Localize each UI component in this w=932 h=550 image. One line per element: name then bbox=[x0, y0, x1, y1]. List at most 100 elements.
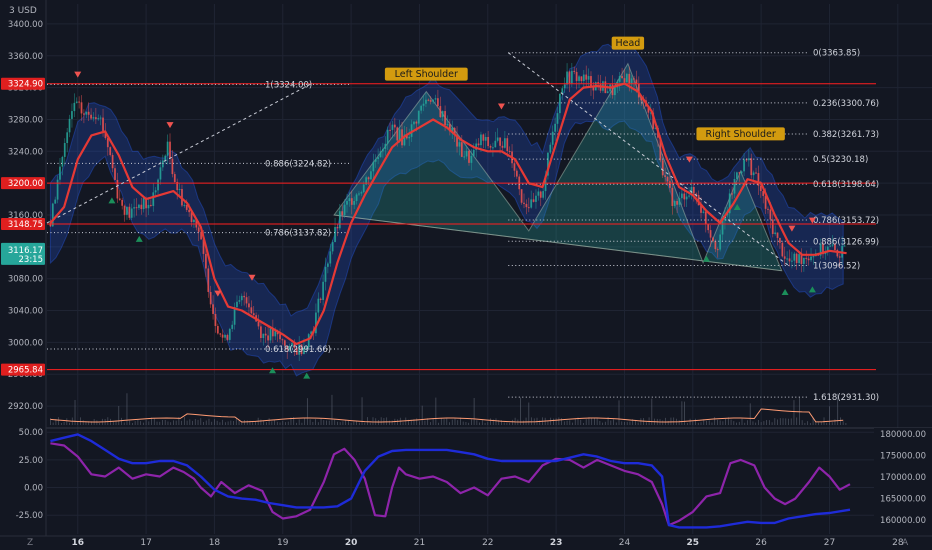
candle-body bbox=[484, 136, 487, 141]
candle-body bbox=[336, 226, 339, 229]
pattern-label-text: Right Shoulder bbox=[705, 129, 775, 140]
price-axis[interactable]: 3400.003360.003320.003280.003240.003200.… bbox=[1, 20, 45, 412]
candle-body bbox=[267, 335, 269, 341]
time-axis[interactable] bbox=[0, 536, 932, 550]
time-axis-ticks: 16 17 18 19 20 21 22 23 24 25 26 27 28 bbox=[71, 538, 903, 548]
candle-body bbox=[197, 227, 200, 232]
candle-body bbox=[126, 206, 128, 215]
fib-retracements[interactable]: 1(3324.00) 0.886(3224.82) 0.786(3137.82) 0.… bbox=[46, 49, 879, 403]
moving-average bbox=[49, 82, 847, 346]
candle-body bbox=[288, 345, 291, 350]
osc-right-tick-label: 175000.00 bbox=[880, 452, 926, 462]
pattern-label-box[interactable] bbox=[696, 127, 785, 141]
fib-level-label: 0.618(3198.64) bbox=[813, 180, 879, 190]
candle-body bbox=[279, 334, 281, 340]
fib-trend-line[interactable] bbox=[507, 52, 789, 266]
candle-body bbox=[90, 114, 92, 119]
price-level-tag[interactable] bbox=[1, 77, 45, 90]
candle-body bbox=[372, 161, 375, 172]
zoom-z-icon[interactable]: Z bbox=[27, 538, 33, 548]
candle-body bbox=[791, 260, 793, 262]
candle-body bbox=[640, 97, 643, 101]
candle-body bbox=[408, 136, 411, 139]
time-tick-label: 16 bbox=[71, 538, 84, 548]
candle-body bbox=[535, 195, 537, 202]
candle-body bbox=[269, 328, 272, 341]
candle-body bbox=[264, 333, 267, 336]
candle-body bbox=[807, 258, 810, 261]
candle-body bbox=[128, 206, 131, 218]
candle-body bbox=[68, 118, 71, 133]
candle-body bbox=[66, 132, 69, 144]
candle-body bbox=[214, 313, 217, 327]
candle-body bbox=[492, 147, 494, 149]
candle-body bbox=[355, 194, 358, 202]
candle-body bbox=[585, 74, 588, 80]
candle-body bbox=[140, 204, 143, 210]
pattern-label-box[interactable] bbox=[611, 36, 645, 50]
candle-body bbox=[310, 331, 313, 335]
time-tick-label: 20 bbox=[345, 538, 358, 548]
fib-level-label: 0.786(3137.82) bbox=[265, 229, 331, 239]
left-price-scale[interactable] bbox=[0, 0, 46, 550]
time-tick-label: 19 bbox=[277, 538, 289, 548]
candle-body bbox=[637, 83, 640, 98]
candle-body bbox=[204, 253, 207, 269]
candle-body bbox=[245, 297, 248, 304]
fib-level-label: 0(3363.85) bbox=[813, 49, 860, 59]
candle-body bbox=[307, 334, 310, 348]
candle-body bbox=[59, 166, 61, 180]
candle-body bbox=[159, 167, 162, 180]
price-level-tag[interactable] bbox=[1, 363, 45, 376]
candle-body bbox=[661, 160, 664, 176]
right-osc-scale[interactable] bbox=[874, 428, 932, 536]
candle-body bbox=[721, 220, 724, 235]
oscillator-axis[interactable]: 50.00 25.00 0.00 -25.00 180000.00 175000.00 17… bbox=[16, 428, 926, 526]
candle-body bbox=[403, 134, 406, 146]
candle-body bbox=[133, 207, 136, 209]
candle-body bbox=[671, 187, 674, 206]
candle-body bbox=[147, 204, 150, 209]
candle-body bbox=[298, 344, 301, 355]
candle-body bbox=[386, 129, 389, 144]
candle-body bbox=[771, 219, 774, 234]
candle-body bbox=[102, 117, 104, 132]
pattern-label-box[interactable] bbox=[384, 67, 468, 81]
candle-body bbox=[781, 242, 784, 257]
price-level-tag[interactable] bbox=[1, 217, 45, 230]
current-price-tag[interactable] bbox=[1, 242, 45, 265]
candle-body bbox=[56, 179, 59, 200]
candle-body bbox=[243, 295, 246, 298]
candle-body bbox=[810, 256, 812, 261]
candle-body bbox=[346, 201, 348, 205]
candle-body bbox=[556, 113, 559, 124]
candle-body bbox=[475, 143, 478, 150]
candle-body bbox=[654, 127, 657, 129]
horizontal-levels[interactable] bbox=[47, 83, 876, 371]
price-level-tag-text: 3200.00 bbox=[8, 179, 43, 189]
candle-body bbox=[54, 199, 57, 204]
candle-body bbox=[487, 136, 490, 147]
candle-body bbox=[513, 163, 516, 171]
candle-body bbox=[231, 324, 234, 329]
candle-body bbox=[417, 110, 420, 124]
candle-body bbox=[547, 152, 549, 176]
candle-body bbox=[683, 193, 686, 200]
sell-signal-marker bbox=[808, 217, 816, 224]
candle-body bbox=[446, 124, 449, 126]
auto-scale-icon[interactable]: A bbox=[902, 538, 909, 548]
candle-body bbox=[286, 345, 289, 350]
candle-body bbox=[250, 307, 253, 314]
fib-trend-line[interactable] bbox=[46, 83, 311, 224]
candle-body bbox=[73, 102, 76, 112]
candle-body bbox=[453, 127, 456, 136]
candle-body bbox=[216, 326, 219, 334]
price-tick-label: 3040.00 bbox=[8, 307, 43, 317]
pattern-labels[interactable]: Left Shoulder Head Right Shoulder bbox=[384, 36, 785, 141]
candle-body bbox=[649, 112, 652, 114]
time-tick-label: 21 bbox=[414, 538, 425, 548]
price-level-tag[interactable] bbox=[1, 177, 45, 190]
candle-body bbox=[566, 71, 568, 85]
